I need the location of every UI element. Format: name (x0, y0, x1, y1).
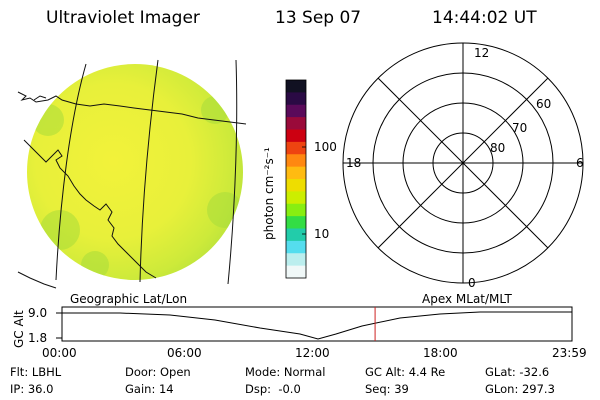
instrument-title: Ultraviolet Imager (46, 8, 200, 28)
colorbar (286, 80, 306, 279)
mlt-label-0: 0 (468, 276, 476, 290)
colorbar-band (286, 154, 306, 168)
colorbar-band (286, 141, 306, 155)
apex-label: Apex MLat/MLT (422, 292, 512, 306)
polar-plot (342, 42, 584, 284)
colorbar-band (286, 80, 306, 93)
time-tick-1800: 18:00 (423, 346, 458, 360)
status-glon: GLon: 297.3 (485, 382, 555, 396)
status-seq: Seq: 39 (365, 382, 409, 396)
colorbar-band (286, 129, 306, 143)
altitude-strip-frame (61, 306, 573, 342)
colorbar-band (286, 104, 306, 118)
colorbar-band (286, 166, 306, 180)
colorbar-frame (285, 79, 307, 279)
altitude-ytick-9: 9.0 (28, 306, 48, 320)
header-date: 13 Sep 07 (275, 8, 362, 28)
status-gain: Gain: 14 (125, 382, 174, 396)
mlat-label-60: 60 (536, 97, 552, 111)
geographic-grid-lines (55, 59, 238, 285)
time-tick-2359: 23:59 (552, 346, 587, 360)
colorbar-band (286, 179, 306, 192)
time-tick-0600: 06:00 (167, 346, 202, 360)
colorbar-band (286, 265, 306, 279)
colorbar-tick-100: 100 (314, 140, 337, 154)
status-gc-alt: GC Alt: 4.4 Re (365, 365, 446, 379)
time-tick-0000: 00:00 (42, 346, 77, 360)
colorbar-unit-label: photon cm⁻²s⁻¹ (262, 147, 276, 240)
mlt-label-6: 6 (576, 156, 584, 170)
colorbar-tick-10: 10 (314, 227, 330, 241)
status-filter: Flt: LBHL (10, 365, 62, 379)
colorbar-band (286, 203, 306, 217)
colorbar-band (286, 191, 306, 205)
colorbar-band (286, 253, 306, 267)
altitude-ytick-1_8: 1.8 (28, 331, 48, 345)
mlt-label-18: 18 (346, 156, 362, 170)
mlt-label-12: 12 (474, 46, 490, 60)
colorbar-band (286, 117, 306, 131)
coastline-overlay (17, 91, 247, 289)
status-glat: GLat: -32.6 (485, 365, 550, 379)
mlat-label-70: 70 (512, 121, 528, 135)
geographic-label: Geographic Lat/Lon (70, 292, 188, 306)
status-dsp: Dsp: -0.0 (245, 382, 301, 396)
header-time: 14:44:02 UT (432, 8, 537, 28)
altitude-strip (56, 306, 573, 342)
altitude-ylabel: GC Alt (12, 310, 26, 348)
status-door: Door: Open (125, 365, 191, 379)
status-mode: Mode: Normal (245, 365, 326, 379)
status-ip: IP: 36.0 (10, 382, 54, 396)
colorbar-band (286, 240, 306, 254)
colorbar-band (286, 92, 306, 106)
colorbar-band (286, 216, 306, 230)
mlat-label-80: 80 (490, 141, 506, 155)
uv-image-disc (27, 64, 243, 280)
time-tick-1200: 12:00 (295, 346, 330, 360)
colorbar-band (286, 228, 306, 242)
altitude-curve (62, 311, 572, 340)
